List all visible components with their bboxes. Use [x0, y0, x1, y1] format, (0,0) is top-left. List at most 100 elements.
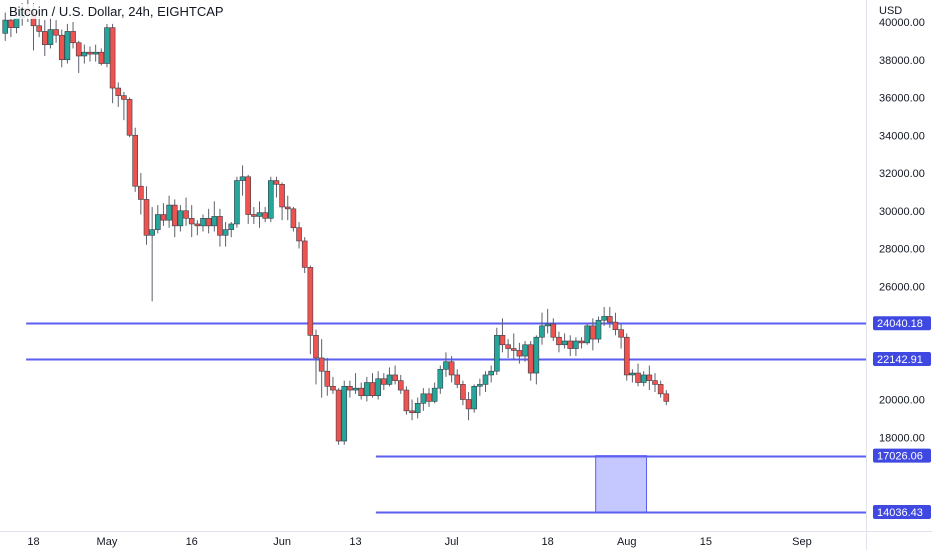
- candle-bearish[interactable]: [36, 25, 42, 32]
- candle-bullish[interactable]: [522, 344, 528, 357]
- candle-bearish[interactable]: [290, 208, 297, 229]
- candle-bearish[interactable]: [499, 335, 506, 346]
- candle-bearish[interactable]: [318, 357, 325, 372]
- candle-bearish[interactable]: [358, 387, 365, 397]
- candle-bearish[interactable]: [183, 210, 189, 219]
- candle-bearish[interactable]: [369, 382, 376, 397]
- candle-bearish[interactable]: [612, 321, 619, 330]
- candle-bearish[interactable]: [8, 19, 14, 28]
- candle-bullish[interactable]: [640, 374, 647, 383]
- candle-bearish[interactable]: [296, 227, 302, 242]
- candle-bearish[interactable]: [313, 335, 319, 359]
- candle-bearish[interactable]: [41, 31, 48, 45]
- candle-bearish[interactable]: [301, 240, 308, 268]
- candle-bearish[interactable]: [403, 389, 410, 412]
- candle-bearish[interactable]: [143, 199, 150, 236]
- candle-bullish[interactable]: [561, 340, 568, 346]
- candle-bearish[interactable]: [58, 34, 65, 61]
- candle-bullish[interactable]: [92, 51, 99, 55]
- candle-bullish[interactable]: [2, 19, 9, 34]
- candle-bearish[interactable]: [160, 214, 167, 221]
- candle-bearish[interactable]: [194, 223, 201, 227]
- candle-bullish[interactable]: [352, 387, 359, 391]
- candle-bullish[interactable]: [166, 204, 172, 221]
- candle-bearish[interactable]: [75, 42, 82, 57]
- candle-bullish[interactable]: [104, 27, 110, 64]
- candle-bearish[interactable]: [397, 380, 404, 391]
- candle-bearish[interactable]: [606, 316, 613, 323]
- candle-bearish[interactable]: [505, 344, 511, 349]
- candle-bearish[interactable]: [115, 87, 122, 96]
- candle-bearish[interactable]: [392, 374, 398, 381]
- candle-bullish[interactable]: [228, 223, 235, 230]
- candle-bearish[interactable]: [324, 370, 331, 387]
- candle-bearish[interactable]: [567, 340, 574, 349]
- candle-bearish[interactable]: [550, 323, 557, 338]
- candle-bearish[interactable]: [217, 216, 223, 236]
- candle-bearish[interactable]: [126, 99, 133, 136]
- candle-bullish[interactable]: [341, 385, 348, 442]
- candle-bearish[interactable]: [284, 206, 291, 210]
- candle-bearish[interactable]: [556, 336, 562, 346]
- candle-bearish[interactable]: [279, 184, 285, 208]
- candle-bearish[interactable]: [380, 378, 387, 385]
- candle-bearish[interactable]: [657, 384, 664, 395]
- candle-bearish[interactable]: [307, 267, 314, 336]
- candle-bullish[interactable]: [267, 180, 274, 219]
- candle-bullish[interactable]: [477, 384, 483, 387]
- candle-bullish[interactable]: [155, 214, 161, 230]
- candle-bullish[interactable]: [149, 229, 155, 236]
- candle-bullish[interactable]: [47, 29, 54, 45]
- candle-bullish[interactable]: [544, 323, 551, 327]
- candle-bearish[interactable]: [635, 372, 641, 383]
- candle-bullish[interactable]: [177, 210, 184, 227]
- candle-bullish[interactable]: [431, 387, 438, 402]
- candle-bearish[interactable]: [70, 31, 76, 44]
- candle-bearish[interactable]: [87, 51, 93, 55]
- candle-bullish[interactable]: [414, 402, 421, 414]
- candle-bullish[interactable]: [364, 382, 370, 397]
- candle-bearish[interactable]: [646, 374, 653, 381]
- candle-bullish[interactable]: [471, 385, 478, 410]
- candle-bearish[interactable]: [205, 218, 212, 227]
- candle-bearish[interactable]: [663, 393, 670, 402]
- candle-bearish[interactable]: [251, 214, 257, 217]
- candle-bullish[interactable]: [437, 368, 444, 389]
- candle-bullish[interactable]: [482, 374, 489, 385]
- candle-bullish[interactable]: [256, 212, 263, 217]
- candle-bullish[interactable]: [222, 229, 229, 236]
- candle-bearish[interactable]: [335, 389, 342, 442]
- candle-bullish[interactable]: [601, 316, 607, 321]
- candle-bearish[interactable]: [53, 29, 59, 36]
- candle-bearish[interactable]: [623, 336, 630, 376]
- candle-bearish[interactable]: [98, 51, 105, 64]
- candle-bearish[interactable]: [138, 185, 144, 200]
- candle-bearish[interactable]: [465, 399, 472, 410]
- candle-bearish[interactable]: [347, 385, 353, 391]
- candle-bullish[interactable]: [234, 180, 240, 225]
- candle-bearish[interactable]: [132, 134, 138, 187]
- candle-bearish[interactable]: [188, 218, 195, 225]
- candle-bullish[interactable]: [211, 216, 218, 227]
- candle-bearish[interactable]: [409, 410, 415, 414]
- candle-bullish[interactable]: [375, 378, 381, 397]
- candle-bullish[interactable]: [533, 336, 540, 374]
- candle-bearish[interactable]: [273, 180, 280, 185]
- candle-bullish[interactable]: [386, 374, 393, 385]
- candle-bearish[interactable]: [460, 384, 466, 400]
- candle-bullish[interactable]: [13, 17, 20, 28]
- candle-bullish[interactable]: [64, 31, 71, 61]
- candle-bullish[interactable]: [200, 218, 206, 227]
- candle-bullish[interactable]: [488, 370, 494, 376]
- candle-bullish[interactable]: [239, 176, 246, 181]
- target-zone-box[interactable]: [595, 455, 648, 513]
- candle-bearish[interactable]: [527, 344, 534, 374]
- candle-bearish[interactable]: [590, 325, 596, 340]
- candle-bullish[interactable]: [595, 319, 602, 340]
- candle-bearish[interactable]: [448, 361, 455, 376]
- candle-bearish[interactable]: [516, 350, 523, 357]
- candle-bearish[interactable]: [510, 348, 517, 351]
- candle-bullish[interactable]: [443, 361, 449, 370]
